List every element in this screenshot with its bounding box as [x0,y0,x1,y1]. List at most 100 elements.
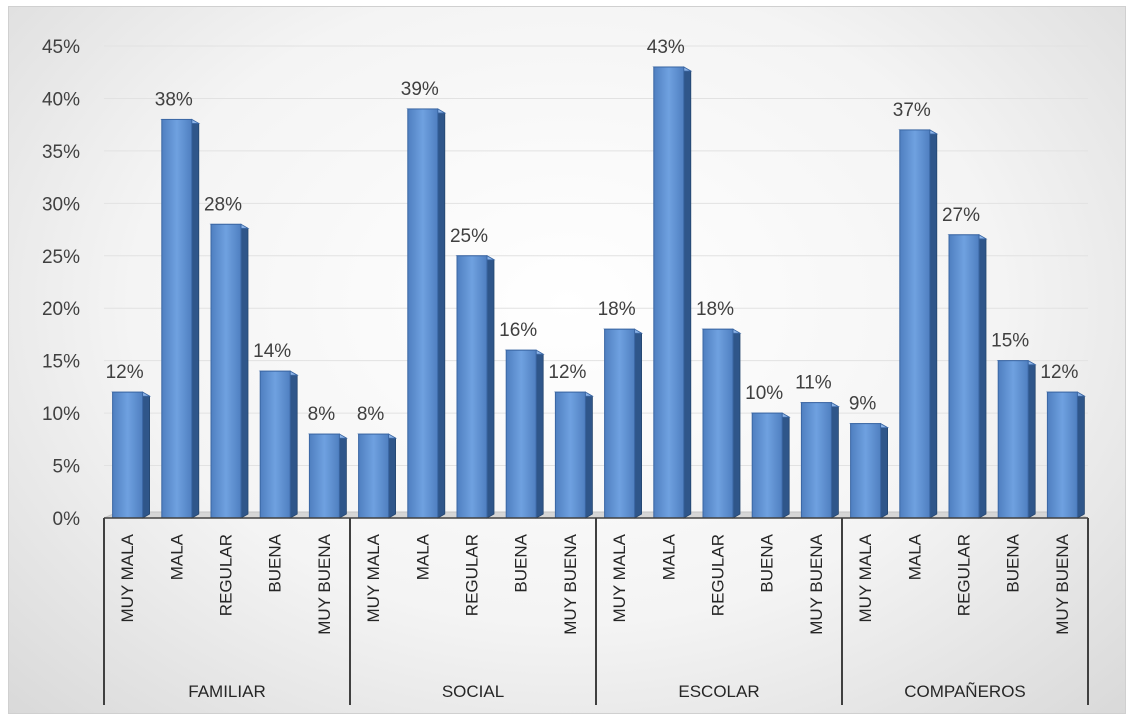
bar-side [240,223,249,519]
category-label: REGULAR [708,534,727,616]
bar-side [535,349,544,519]
bar [210,223,242,519]
bar [1046,391,1078,519]
group-label: ESCOLAR [678,682,759,701]
bar-side [929,129,938,519]
chart-floor [103,511,1089,519]
bar-side [732,328,741,519]
bar-side [1027,359,1036,519]
data-label: 15% [991,331,1029,352]
bar [161,118,193,519]
bar-side [781,412,790,519]
bar-side [486,255,495,519]
data-label: 11% [795,373,832,394]
bar-side [978,234,987,519]
bar-side [338,433,347,519]
y-tick-label: 40% [42,89,80,110]
y-tick-label: 20% [42,299,80,320]
data-label: 28% [204,194,242,215]
category-label: MALA [905,533,924,580]
data-label: 9% [849,394,877,415]
data-label: 18% [696,299,734,320]
bars [111,66,1086,519]
category-label: MUY BUENA [1053,533,1072,634]
bar [899,129,931,519]
y-tick-label: 5% [53,457,81,478]
data-label: 25% [450,226,488,247]
bar [358,433,390,519]
data-label: 14% [253,341,291,362]
bar-side [191,118,200,519]
bar [604,328,636,519]
group-label: FAMILIAR [188,682,265,701]
data-label: 27% [942,205,980,226]
bar [702,328,734,519]
group-label: COMPAÑEROS [904,682,1026,701]
bar-side [634,328,642,519]
bar [751,412,783,519]
y-axis: 0% 5% 10% 15% 20% 25% 30% 35% 40% 45% [42,37,80,530]
y-tick-label: 35% [42,142,80,163]
bar-side [437,108,446,519]
y-tick-label: 30% [42,194,80,215]
bar [653,66,685,519]
category-label: REGULAR [954,534,973,616]
category-label: MUY MALA [118,533,137,622]
y-tick-label: 15% [42,352,80,373]
data-label: 8% [357,404,385,425]
bar [308,433,340,519]
bar [948,234,980,519]
bar-side [831,401,839,519]
bar-side [388,433,397,519]
category-label: MUY MALA [610,533,629,622]
group-label: SOCIAL [442,682,504,701]
bar-side [289,370,298,519]
y-tick-label: 25% [42,247,80,268]
category-label: MUY BUENA [807,533,826,634]
bar [407,108,439,519]
y-tick-label: 10% [42,404,80,425]
bar-side [585,391,593,519]
category-label: MALA [413,533,432,580]
data-label: 12% [106,362,144,383]
data-label: 39% [401,79,439,100]
x-axis: MUY MALA MALA REGULAR BUENA MUY BUENA FAMILIA… [103,517,1089,705]
bar [456,255,488,519]
gridlines [103,45,1089,519]
bar [554,391,586,519]
category-label: BUENA [266,533,285,592]
category-label: BUENA [758,533,777,592]
category-label: REGULAR [462,534,481,616]
bar-side [142,391,151,519]
category-label: MALA [167,533,186,580]
data-label: 43% [647,37,685,58]
data-labels: 12% 38% 28% 14% 8% 8% 39% 25% 16% 12% 18% 43% 18% 10%… [106,37,1079,425]
category-label: MUY BUENA [561,533,580,634]
category-label: MUY MALA [856,533,875,622]
bar [997,360,1029,519]
category-label: MALA [659,533,678,580]
data-label: 8% [308,404,336,425]
data-label: 12% [548,362,586,383]
bar-side [1077,391,1085,519]
data-label: 12% [1040,362,1078,383]
category-label: BUENA [1004,533,1023,592]
bar-side [880,422,888,519]
bar [850,423,882,519]
bar-side [683,66,692,519]
data-label: 10% [745,383,783,404]
data-label: 37% [893,100,931,121]
category-label: REGULAR [216,534,235,616]
data-label: 38% [155,89,193,110]
data-label: 18% [598,299,636,320]
category-label: MUY BUENA [315,533,334,634]
bar [112,391,144,519]
bar [505,349,537,519]
bar [800,402,832,519]
data-label: 16% [499,320,537,341]
y-tick-label: 45% [42,37,80,58]
bar [259,370,291,519]
category-label: BUENA [512,533,531,592]
y-tick-label: 0% [53,509,81,530]
